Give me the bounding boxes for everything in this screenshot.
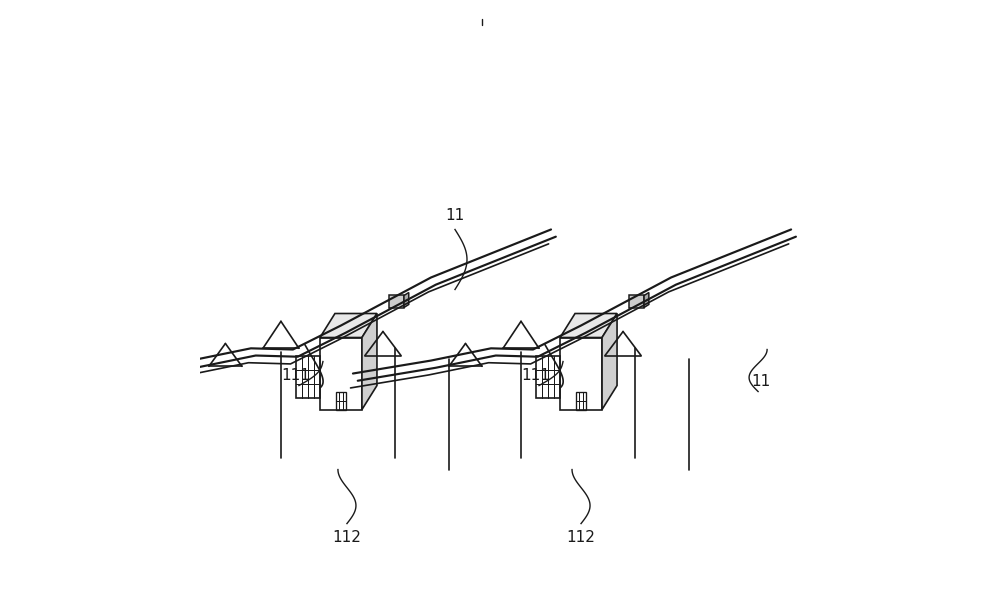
Polygon shape — [560, 314, 617, 338]
Text: 11: 11 — [751, 373, 771, 388]
Polygon shape — [602, 314, 617, 409]
Polygon shape — [644, 292, 649, 308]
Polygon shape — [389, 295, 404, 308]
Text: 112: 112 — [567, 529, 595, 545]
Text: 11: 11 — [445, 209, 465, 224]
Text: 111: 111 — [522, 368, 550, 382]
Polygon shape — [629, 295, 644, 308]
Text: 112: 112 — [333, 529, 361, 545]
Polygon shape — [404, 292, 409, 308]
Text: 111: 111 — [281, 368, 310, 382]
Polygon shape — [362, 314, 377, 409]
Polygon shape — [320, 314, 377, 338]
